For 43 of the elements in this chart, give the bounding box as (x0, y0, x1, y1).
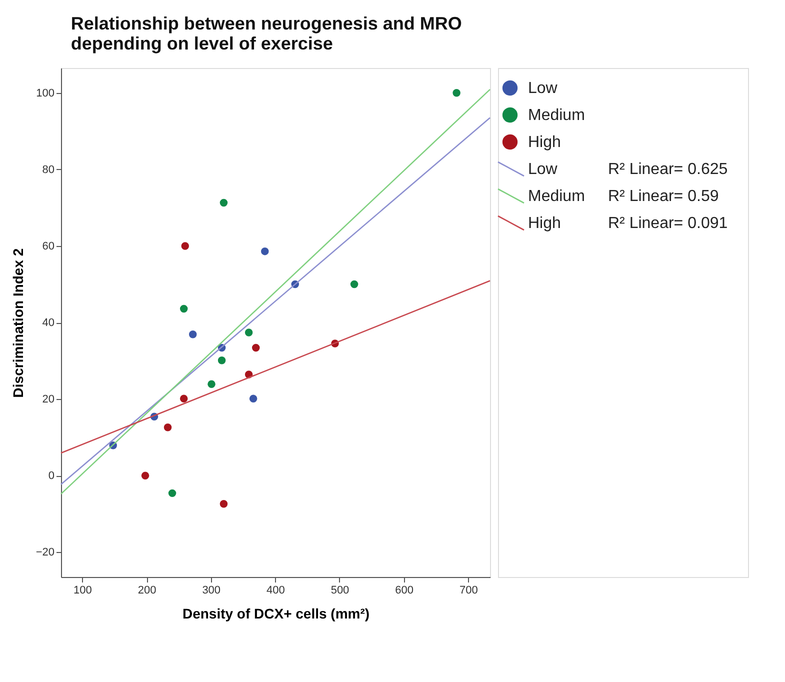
x-tick-label: 400 (266, 584, 285, 596)
point (220, 198, 228, 207)
text: R² Linear= 0.59 (608, 188, 719, 205)
legend-label: Medium (528, 188, 585, 205)
point (252, 344, 260, 352)
legend-label: High (528, 134, 561, 151)
x-tick-label: 100 (74, 584, 92, 596)
y-tick-label: 80 (42, 164, 54, 176)
point (180, 394, 188, 403)
x-tick-label: 500 (330, 584, 350, 596)
point (141, 472, 150, 480)
y-tick-label: 20 (42, 394, 54, 406)
point (180, 304, 188, 313)
x-tick-label: 200 (138, 584, 156, 596)
point (261, 247, 269, 256)
point (181, 242, 190, 250)
point (452, 89, 460, 97)
point (168, 489, 176, 498)
y-tick-label: −20 (36, 546, 54, 559)
text: R² Linear= 0.625 (608, 161, 728, 178)
text: R² Linear= 0.091 (608, 215, 728, 232)
x-axis-title: Density of DCX+ cells (mm²) (182, 606, 370, 622)
legend-label: Low (528, 161, 558, 178)
x-tick-label: 700 (459, 584, 478, 596)
legend-label: High (528, 215, 561, 232)
x-tick-label: 300 (202, 584, 221, 596)
y-tick-label: 100 (36, 87, 54, 100)
point (220, 500, 228, 508)
point (218, 356, 226, 364)
point (188, 330, 197, 338)
point (208, 380, 216, 388)
point (249, 394, 258, 403)
point (350, 280, 358, 288)
y-tick-label: 0 (48, 470, 54, 482)
y-axis-title: Discrimination Index 2 (10, 248, 26, 398)
legend-label: Low (528, 80, 558, 97)
y-tick-label: 60 (42, 240, 54, 252)
point (164, 423, 172, 432)
x-tick-label: 600 (395, 584, 414, 596)
chart-title: Relationship between neurogenesis and MRO depending on level of exercise (70, 14, 462, 54)
legend-label: Medium (528, 107, 585, 124)
y-tick-label: 40 (42, 317, 54, 329)
point (244, 328, 253, 336)
